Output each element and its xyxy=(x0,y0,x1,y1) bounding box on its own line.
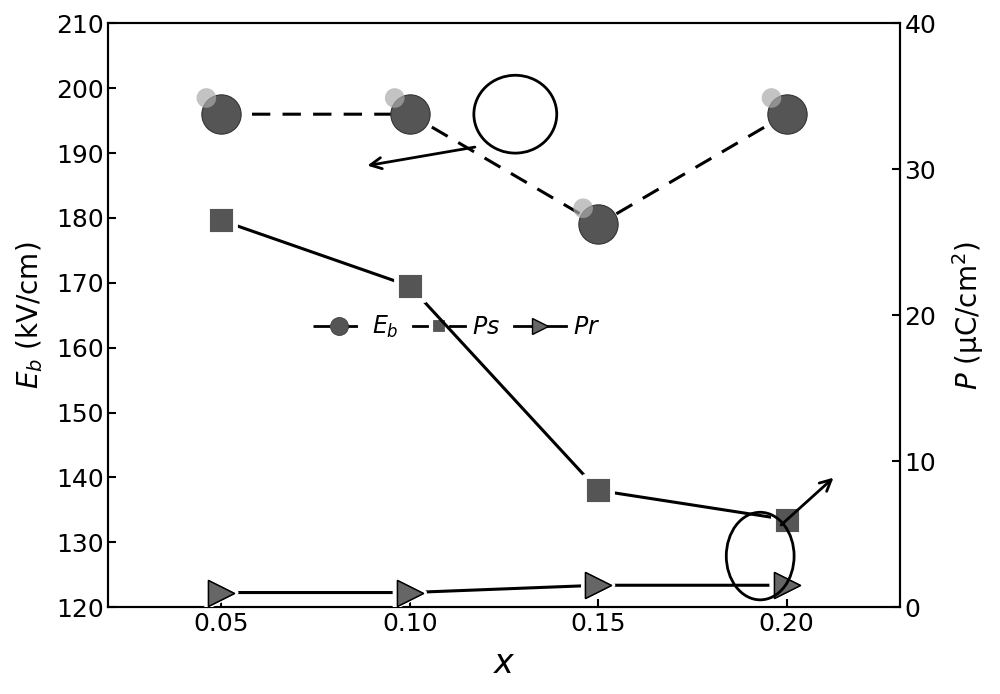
Y-axis label: $P$ (μC/cm$^2$): $P$ (μC/cm$^2$) xyxy=(950,241,986,390)
Point xyxy=(590,579,606,591)
Point xyxy=(402,587,418,598)
Point xyxy=(213,587,229,598)
Point xyxy=(590,219,606,230)
Point xyxy=(779,579,795,591)
Point xyxy=(213,215,229,226)
Point xyxy=(575,203,591,214)
Point xyxy=(590,579,606,591)
Point xyxy=(402,280,418,291)
Point xyxy=(402,587,418,598)
Point xyxy=(387,92,403,103)
Legend: $E_b$, $Ps$, $Pr$: $E_b$, $Ps$, $Pr$ xyxy=(303,305,610,350)
Point xyxy=(779,514,795,525)
Point xyxy=(213,587,229,598)
Point xyxy=(763,92,779,103)
X-axis label: $x$: $x$ xyxy=(493,647,515,680)
Point xyxy=(590,485,606,496)
Point xyxy=(590,579,606,591)
Point xyxy=(402,587,418,598)
Point xyxy=(779,579,795,591)
Point xyxy=(213,109,229,120)
Point xyxy=(779,109,795,120)
Point xyxy=(213,587,229,598)
Point xyxy=(198,92,214,103)
Y-axis label: $E_b$ (kV/cm): $E_b$ (kV/cm) xyxy=(14,242,45,389)
Point xyxy=(402,109,418,120)
Point xyxy=(779,579,795,591)
